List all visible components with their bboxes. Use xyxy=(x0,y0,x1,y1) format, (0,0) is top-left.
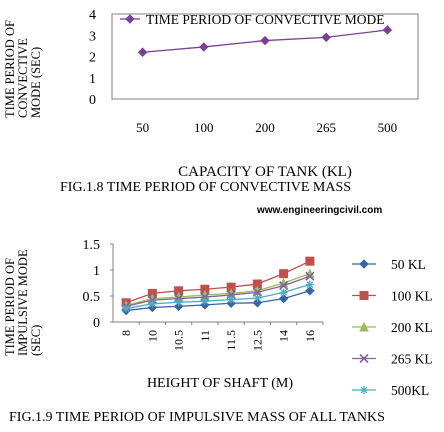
data-point xyxy=(199,42,209,52)
x-tick-label: 12.5 xyxy=(250,330,264,351)
x-tick-label: 10 xyxy=(145,330,159,342)
x-axis-title: HEIGHT OF SHAFT (M) xyxy=(147,376,293,391)
x-tick-label: 50 xyxy=(136,120,149,135)
y-tick-label: 1 xyxy=(89,72,96,87)
x-axis-title: CAPACITY OF TANK (KL) xyxy=(178,164,352,180)
data-point xyxy=(279,269,289,279)
legend-marker xyxy=(359,259,369,269)
data-point xyxy=(200,297,209,306)
plot-area-frame xyxy=(111,13,419,100)
legend-marker xyxy=(359,321,369,332)
x-tick-label: 8 xyxy=(119,330,133,336)
y-tick-label: 1 xyxy=(93,264,100,279)
legend-marker xyxy=(359,353,369,364)
data-point xyxy=(253,294,262,303)
y-axis-title-line: TIME PERIOD OF xyxy=(3,20,17,118)
data-point xyxy=(278,293,289,304)
data-point xyxy=(305,286,315,296)
legend-marker xyxy=(359,291,369,300)
data-point xyxy=(122,304,131,313)
data-point xyxy=(279,281,289,291)
y-tick-label: 3 xyxy=(89,29,96,44)
x-tick-label: 200 xyxy=(255,120,275,135)
y-axis-title: TIME PERIOD OFCONVECTIVEMODE (SEC) xyxy=(3,20,43,118)
y-tick-label: 0 xyxy=(93,316,100,331)
x-tick-label: 10.5 xyxy=(172,330,186,351)
y-tick-label: 2 xyxy=(89,51,96,66)
y-tick-label: 0.5 xyxy=(83,290,101,305)
legend-label: 265 KL xyxy=(391,352,433,367)
data-point xyxy=(305,280,314,289)
data-point xyxy=(305,256,315,266)
data-point xyxy=(174,298,183,307)
y-axis-title-line: CONVECTIVE xyxy=(16,38,30,118)
x-tick-label: 11.5 xyxy=(224,330,238,351)
figure-1-caption: FIG.1.8 TIME PERIOD OF CONVECTIVE MASS xyxy=(60,180,352,195)
y-tick-label: 1.5 xyxy=(83,238,101,253)
legend-marker xyxy=(125,14,135,24)
data-point xyxy=(137,47,148,57)
data-point xyxy=(305,271,315,281)
data-point xyxy=(200,292,210,302)
data-point xyxy=(227,295,236,304)
x-tick-label: 265 xyxy=(316,120,336,135)
x-tick-label: 500 xyxy=(378,120,398,135)
series-line xyxy=(125,273,311,306)
data-point xyxy=(260,35,270,46)
y-axis-title: TIME PERIOD OFIMPULSIVE MODE(SEC) xyxy=(3,249,43,356)
data-point xyxy=(148,299,157,308)
x-tick-label: 100 xyxy=(194,120,214,135)
x-tick-label: 11 xyxy=(198,330,212,342)
y-axis-title-line: IMPULSIVE MODE xyxy=(16,249,30,356)
legend-label: 50 KL xyxy=(391,257,426,272)
series-line xyxy=(126,283,311,310)
series-line xyxy=(125,275,311,308)
y-axis-title-line: TIME PERIOD OF xyxy=(3,258,17,356)
x-tick-label: 14 xyxy=(277,330,291,342)
data-point xyxy=(382,25,393,35)
y-tick-label: 0 xyxy=(89,93,96,108)
x-tick-label: 16 xyxy=(303,330,317,342)
legend-label: 200 KL xyxy=(391,320,433,335)
y-tick-label: 4 xyxy=(89,8,96,23)
y-axis-title-line: (SEC) xyxy=(29,325,43,356)
legend-label: 100 KL xyxy=(391,289,433,304)
convective-chart: 0 1 2 3 4 50 100 200 265 500 TIME PERIOD OFCONVECT… xyxy=(3,8,419,180)
data-point xyxy=(321,32,331,43)
data-point xyxy=(279,288,288,297)
legend-label: 500KL xyxy=(391,383,429,398)
legend-marker xyxy=(360,386,368,394)
y-axis-title-line: MODE (SEC) xyxy=(29,47,43,118)
legend-label: TIME PERIOD OF CONVECTIVE MODE xyxy=(146,12,385,27)
figure-2-caption: FIG.1.9 TIME PERIOD OF IMPULSIVE MASS OF… xyxy=(9,410,385,425)
watermark-text: www.engineeringcivil.com xyxy=(257,205,383,216)
